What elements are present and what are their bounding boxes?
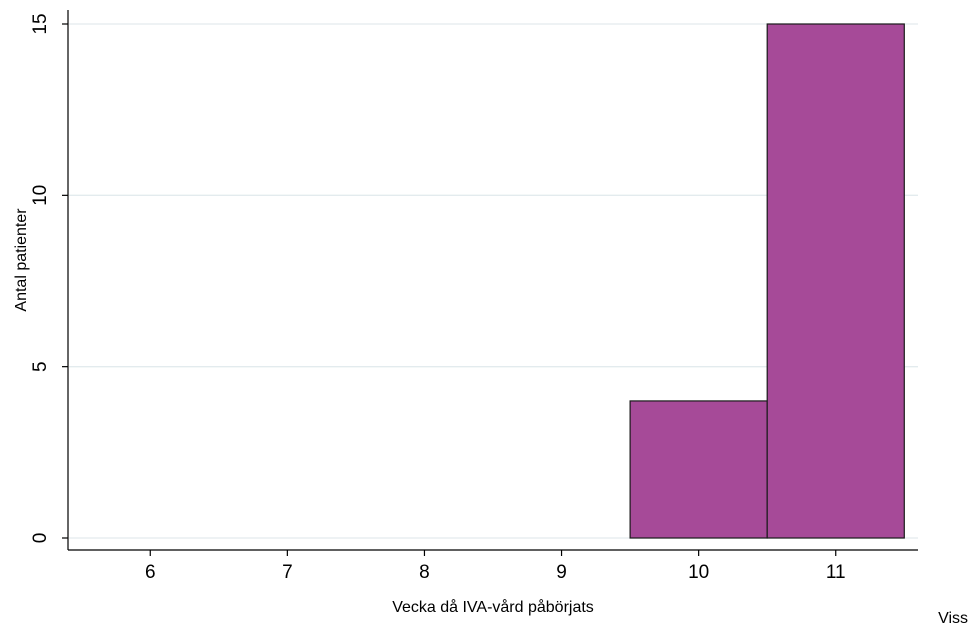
bars [629,23,905,539]
x-tick-label-1: 7 [282,562,293,583]
y-tick-label-2: 10 [30,185,51,206]
y-tick-label-3: 15 [30,13,51,34]
y-tick-label-1: 5 [30,361,51,372]
axes [67,10,918,551]
x-tick-label-0: 6 [145,562,156,583]
y-axis-title: Antal patienter [13,208,30,312]
x-tick-label-3: 9 [556,562,567,583]
x-tick-label-5: 11 [826,562,846,583]
corner-text: Viss [938,610,968,627]
bar-0 [629,400,768,539]
x-tick-label-2: 8 [419,562,430,583]
x-axis-ticks: 6 7 8 9 10 11 [145,550,846,583]
bar-1 [766,23,905,539]
x-axis-title: Vecka då IVA-vård påbörjats [392,598,594,616]
y-axis-ticks: 0 5 10 15 [30,13,68,543]
y-tick-label-0: 0 [30,533,51,544]
x-tick-label-4: 10 [688,562,709,583]
